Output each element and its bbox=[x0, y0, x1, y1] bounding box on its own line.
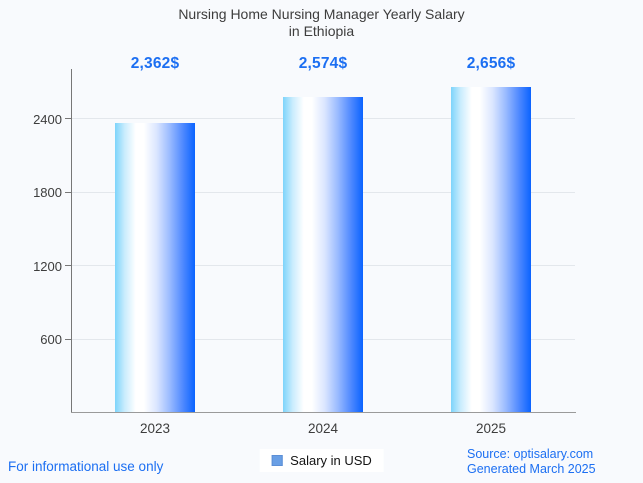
y-axis-tick-mark bbox=[65, 191, 71, 193]
y-axis-tick-label: 600 bbox=[40, 332, 62, 347]
bar-value-label: 2,574$ bbox=[298, 55, 348, 72]
source-block: Source: optisalary.com Generated March 2… bbox=[467, 447, 596, 476]
y-axis-tick-label: 1800 bbox=[33, 185, 62, 200]
bar-value-label: 2,656$ bbox=[466, 55, 516, 72]
source-text: Source: optisalary.com bbox=[467, 447, 594, 461]
x-axis-category-label: 2025 bbox=[475, 421, 507, 436]
x-axis-category-label: 2024 bbox=[307, 421, 339, 436]
generated-text: Generated March 2025 bbox=[467, 461, 596, 476]
y-axis-tick-label: 1200 bbox=[33, 258, 62, 274]
x-axis-line bbox=[71, 412, 576, 413]
y-axis-tick-label: 2400 bbox=[33, 111, 62, 127]
legend-swatch-icon bbox=[271, 455, 283, 466]
chart-title: Nursing Home Nursing Manager Yearly Sala… bbox=[0, 6, 643, 40]
chart-title-line2: in Ethiopia bbox=[288, 23, 355, 39]
x-axis-category-label: 2023 bbox=[139, 421, 171, 436]
chart-title-line1: Nursing Home Nursing Manager Yearly Sala… bbox=[178, 6, 465, 22]
bar-2024[interactable] bbox=[283, 97, 363, 413]
y-axis-tick-mark bbox=[65, 118, 71, 119]
bar-2025[interactable] bbox=[451, 87, 531, 413]
bar-value-label: 2,362$ bbox=[130, 55, 180, 72]
y-axis-tick-mark bbox=[65, 265, 71, 266]
legend-label: Salary in USD bbox=[290, 453, 372, 468]
disclaimer-text: For informational use only bbox=[8, 459, 164, 474]
legend: Salary in USD bbox=[259, 449, 384, 472]
y-axis-tick-mark bbox=[65, 338, 71, 340]
y-axis-line bbox=[71, 69, 72, 413]
bar-2023[interactable] bbox=[115, 123, 195, 413]
